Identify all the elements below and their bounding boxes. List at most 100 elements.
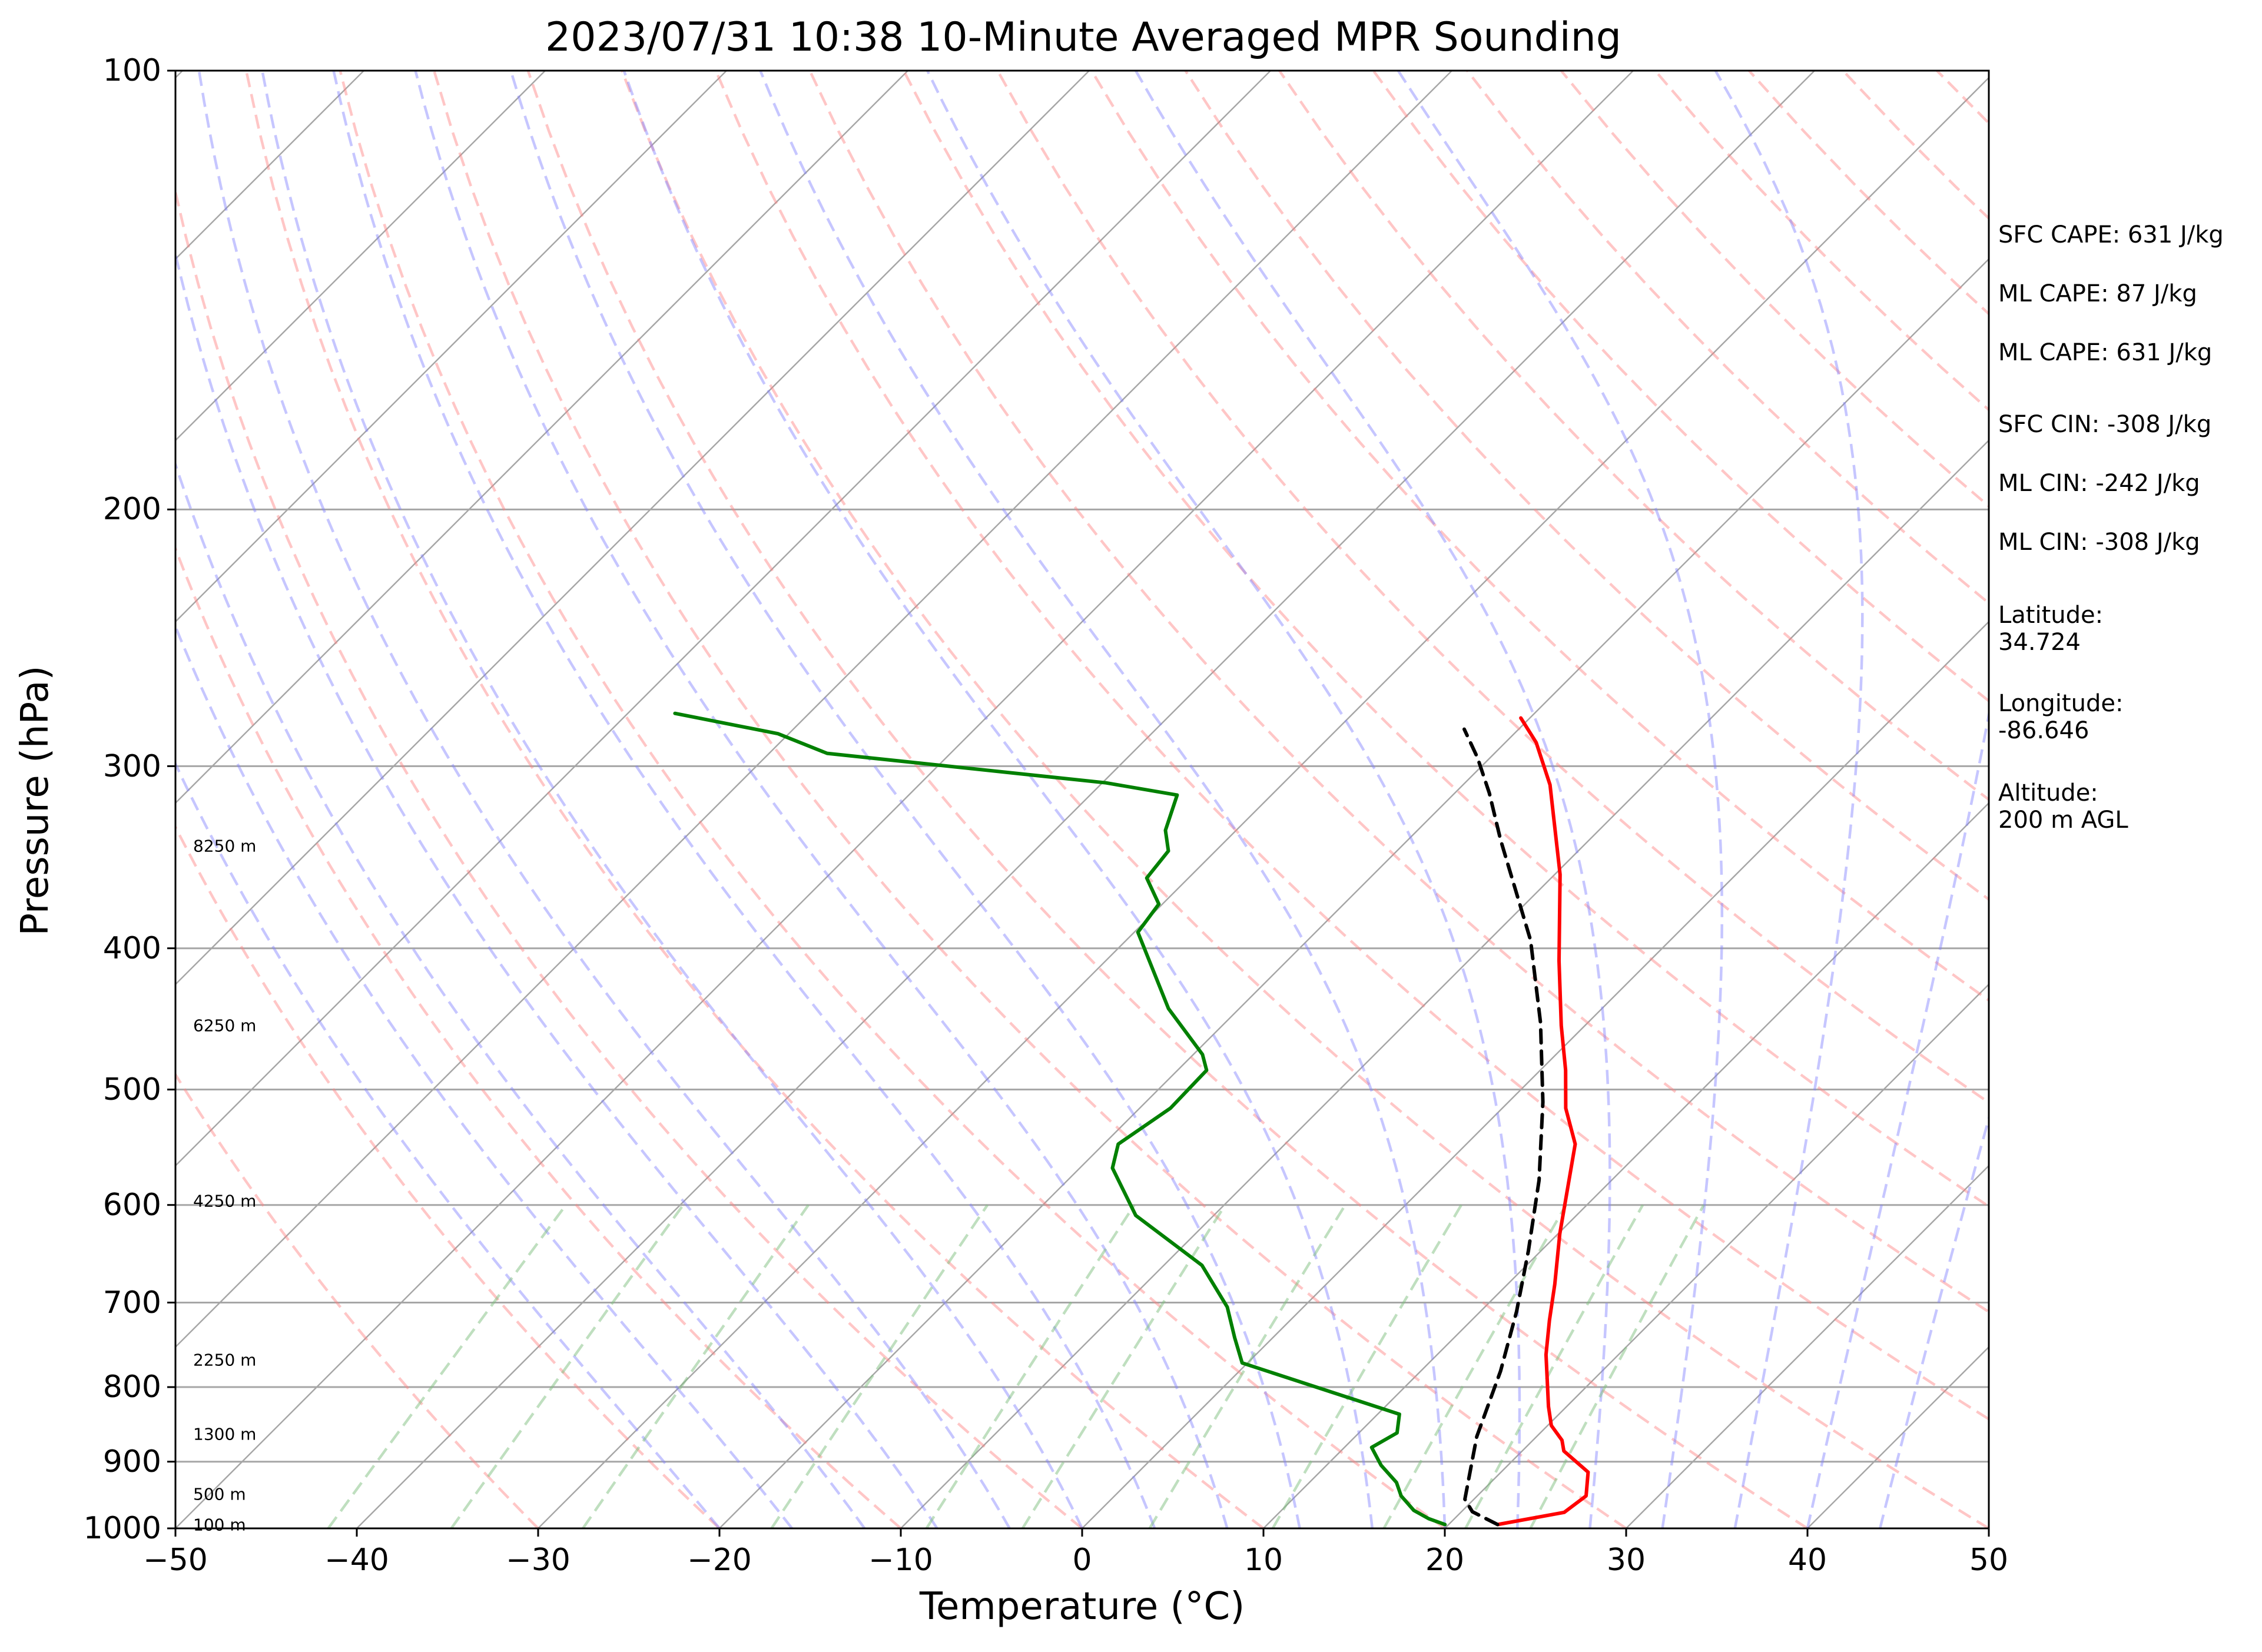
dry-adiabat	[175, 186, 1083, 1528]
moist-adiabat	[175, 761, 721, 1528]
x-tick-label: 0	[1072, 1542, 1092, 1578]
moist-adiabat	[622, 71, 1374, 1528]
moist-adiabat	[1879, 1113, 1989, 1528]
moist-adiabat	[1714, 71, 1864, 1528]
mixing-ratio-line	[1021, 1204, 1226, 1528]
isotherm-line	[175, 71, 727, 623]
x-tick-label: 50	[1969, 1542, 2009, 1578]
height-label: 4250 m	[193, 1191, 257, 1211]
height-label: 2250 m	[193, 1350, 257, 1370]
isotherm-line	[900, 439, 1989, 1528]
mixing-ratio-line	[1529, 1204, 1705, 1528]
moist-adiabat	[509, 71, 1301, 1528]
ml-cin-text: ML CIN: -308 J/kg	[1998, 529, 2200, 556]
height-label: 8250 m	[193, 836, 257, 856]
moist-adiabat	[175, 248, 938, 1528]
parcel-trace	[1462, 727, 1545, 1527]
height-label: 6250 m	[193, 1016, 257, 1036]
mixing-ratio-line	[1464, 1204, 1644, 1528]
dry-adiabat	[175, 545, 902, 1528]
isotherm-line	[1626, 1165, 1989, 1528]
isotherm-line	[175, 71, 1090, 986]
x-tick-label: −40	[324, 1542, 389, 1578]
y-tick-label: 100	[102, 53, 161, 88]
y-tick-label: 800	[102, 1369, 161, 1405]
moist-adiabat	[759, 71, 1447, 1528]
isotherm-line	[175, 71, 908, 804]
dry-adiabat	[621, 71, 1989, 1528]
sounding-traces	[673, 711, 1590, 1527]
longitude-text: Longitude: -86.646	[1998, 690, 2124, 744]
x-tick-label: 40	[1787, 1542, 1827, 1578]
moist-adiabat	[414, 71, 1229, 1528]
x-tick-label: −20	[687, 1542, 752, 1578]
height-label: 1300 m	[193, 1424, 257, 1444]
dry-adiabat	[902, 71, 1989, 1208]
y-tick-label: 200	[102, 492, 161, 527]
moist-adiabat	[1397, 71, 1724, 1528]
y-tick-label: 600	[102, 1187, 161, 1223]
dry-adiabat	[996, 71, 1989, 1104]
x-tick-label: 20	[1425, 1542, 1465, 1578]
moist-adiabat	[175, 623, 793, 1528]
moist-adiabat	[261, 71, 1084, 1528]
sfc-cin-text: SFC CIN: -308 J/kg	[1998, 411, 2212, 438]
isotherm-line	[1444, 983, 1989, 1528]
dry-adiabat	[808, 71, 1989, 1313]
x-tick-label: 30	[1606, 1542, 1646, 1578]
isotherm-line	[356, 71, 1815, 1528]
isotherm-line	[719, 258, 1989, 1528]
mixing-ratio-line	[450, 1204, 685, 1528]
isotherm-line	[1263, 802, 1989, 1528]
moist-adiabat	[197, 71, 1011, 1528]
dry-adiabat	[245, 71, 1265, 1528]
isotherm-line	[538, 77, 1989, 1528]
dry-adiabat	[526, 71, 1809, 1528]
isotherm-line	[175, 71, 1452, 1348]
height-label: 500 m	[193, 1484, 246, 1504]
mixing-ratio-line	[1271, 1204, 1462, 1528]
dry-adiabat	[339, 71, 1446, 1528]
chart-title: 2023/07/31 10:38 10-Minute Averaged MPR …	[545, 14, 1621, 61]
background-grid	[0, 71, 1989, 1528]
dry-adiabat	[175, 824, 721, 1528]
ml-cape-text: ML CAPE: 631 J/kg	[1998, 339, 2213, 366]
mixing-ratio-line	[770, 1204, 989, 1528]
y-axis-label: Pressure (hPa)	[14, 665, 57, 936]
isotherm-line	[175, 71, 1271, 1167]
x-tick-label: −30	[506, 1542, 571, 1578]
moist-adiabat	[926, 71, 1521, 1528]
dry-adiabat	[714, 71, 1989, 1421]
isotherm-line	[0, 71, 1, 1528]
latitude-text: Latitude: 34.724	[1998, 602, 2104, 656]
y-tick-label: 500	[102, 1072, 161, 1107]
dry-adiabat	[1278, 71, 1989, 801]
mixing-ratio-line	[582, 1204, 810, 1528]
mixing-ratio-line	[1148, 1204, 1346, 1528]
x-tick-label: −50	[143, 1542, 208, 1578]
y-tick-label: 1000	[83, 1511, 161, 1546]
mixing-ratio-line	[327, 1204, 568, 1528]
mixing-ratio-line	[925, 1204, 1136, 1528]
dry-adiabat	[1184, 71, 1989, 901]
height-label: 100 m	[193, 1515, 246, 1535]
y-tick-label: 400	[102, 931, 161, 966]
moist-adiabat	[332, 71, 1156, 1528]
dewpoint-trace	[673, 711, 1447, 1527]
moist-adiabat	[1806, 708, 1989, 1528]
mixing-ratio-line	[1382, 1204, 1567, 1528]
y-tick-label: 700	[102, 1285, 161, 1321]
x-tick-label: 10	[1243, 1542, 1283, 1578]
temperature-trace	[1495, 716, 1590, 1527]
sfc-cape-text: SFC CAPE: 631 J/kg	[1998, 221, 2224, 248]
isotherm-line	[175, 71, 1634, 1528]
moist-adiabat	[1135, 71, 1611, 1528]
x-axis-label: Temperature (°C)	[919, 1585, 1245, 1628]
y-tick-label: 300	[102, 749, 161, 784]
ml-cape-text: ML CAPE: 87 J/kg	[1998, 280, 2197, 307]
y-tick-label: 900	[102, 1444, 161, 1479]
isotherm-line	[175, 71, 546, 442]
x-tick-label: −10	[868, 1542, 933, 1578]
dry-adiabat	[175, 1072, 539, 1528]
